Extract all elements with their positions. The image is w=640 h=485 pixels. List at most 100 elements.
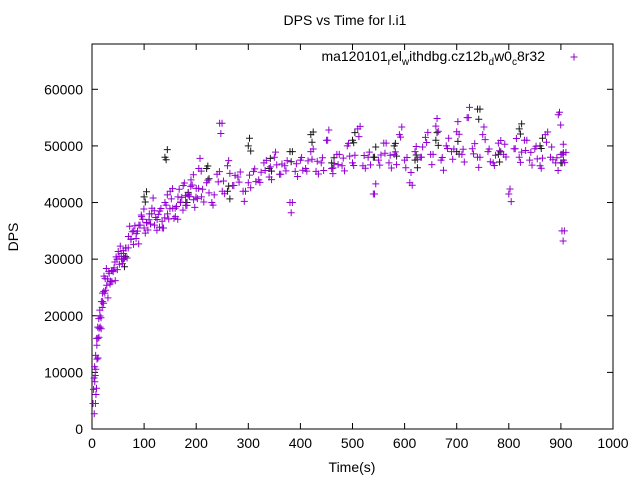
data-point <box>518 120 526 128</box>
data-point <box>338 162 346 170</box>
data-point <box>385 159 393 167</box>
data-point <box>165 215 173 223</box>
data-point <box>144 226 152 234</box>
data-point <box>538 154 546 162</box>
data-point <box>466 103 474 111</box>
data-point <box>266 154 274 162</box>
data-point <box>419 143 427 151</box>
data-point <box>95 333 103 341</box>
data-point <box>167 195 175 203</box>
data-point <box>129 240 137 248</box>
data-point <box>334 161 342 169</box>
data-point <box>272 148 280 156</box>
data-point <box>225 182 233 190</box>
data-point <box>387 164 395 172</box>
data-point <box>118 260 126 268</box>
data-point <box>475 115 483 123</box>
data-point <box>492 151 500 159</box>
data-point <box>142 188 150 196</box>
data-point <box>328 165 336 173</box>
data-point <box>502 153 510 161</box>
data-point <box>360 152 368 160</box>
data-point <box>133 227 141 235</box>
data-point <box>303 167 311 175</box>
data-point <box>140 205 148 213</box>
y-tick-label: 10000 <box>44 364 83 380</box>
data-point <box>141 198 149 206</box>
data-point <box>562 148 570 156</box>
data-point <box>214 178 222 186</box>
data-point <box>507 198 515 206</box>
legend-label: ma120101relwithdbg.cz12bdw0c8r32 <box>321 48 545 68</box>
data-point <box>183 201 191 209</box>
x-tick-label: 300 <box>237 435 261 451</box>
data-point <box>402 164 410 172</box>
data-point <box>217 129 225 137</box>
data-point <box>559 237 567 245</box>
data-point <box>496 147 504 155</box>
data-point <box>298 154 306 162</box>
data-point <box>131 222 139 230</box>
data-point <box>542 138 550 146</box>
data-point <box>281 162 289 170</box>
data-point <box>532 142 540 150</box>
data-point <box>180 179 188 187</box>
data-point <box>288 199 296 207</box>
data-point <box>268 167 276 175</box>
data-point <box>104 294 112 302</box>
data-point <box>169 185 177 193</box>
data-point <box>356 122 364 130</box>
data-point <box>476 105 484 113</box>
data-point <box>398 123 406 131</box>
data-point <box>115 260 123 268</box>
data-point <box>215 168 223 176</box>
data-point <box>324 136 332 144</box>
data-point <box>351 129 359 137</box>
data-point <box>94 334 102 342</box>
chart-title: DPS vs Time for l.i1 <box>284 12 407 28</box>
data-point <box>443 144 451 152</box>
data-point <box>376 161 384 169</box>
data-point <box>538 134 546 142</box>
data-point <box>209 201 217 209</box>
data-point <box>421 133 429 141</box>
data-point <box>515 125 523 133</box>
data-point <box>287 158 295 166</box>
data-point <box>145 216 153 224</box>
data-point <box>160 224 168 232</box>
data-point <box>161 214 169 222</box>
data-point <box>205 189 213 197</box>
data-point <box>292 160 300 168</box>
data-point <box>92 384 100 392</box>
data-point <box>291 167 299 175</box>
data-point <box>408 181 416 189</box>
data-point <box>273 161 281 169</box>
data-point <box>91 378 99 386</box>
y-tick-label: 50000 <box>44 138 83 154</box>
data-point <box>245 171 253 179</box>
data-point <box>454 118 462 126</box>
data-point <box>393 161 401 169</box>
data-point <box>91 371 99 379</box>
data-point <box>244 142 252 150</box>
data-point <box>270 153 278 161</box>
data-point <box>516 158 524 166</box>
data-point <box>485 145 493 153</box>
data-point <box>471 140 479 148</box>
data-point <box>282 167 290 175</box>
data-point <box>512 135 520 143</box>
data-point <box>309 145 317 153</box>
data-point <box>92 365 100 373</box>
data-point <box>506 185 514 193</box>
data-point <box>433 129 441 137</box>
data-point <box>204 162 212 170</box>
data-point <box>102 286 110 294</box>
data-point <box>262 156 270 164</box>
data-point <box>98 304 106 312</box>
data-point <box>135 240 143 248</box>
data-point <box>372 143 380 151</box>
data-point <box>382 139 390 147</box>
data-point <box>496 158 504 166</box>
data-point <box>351 151 359 159</box>
data-point <box>344 139 352 147</box>
